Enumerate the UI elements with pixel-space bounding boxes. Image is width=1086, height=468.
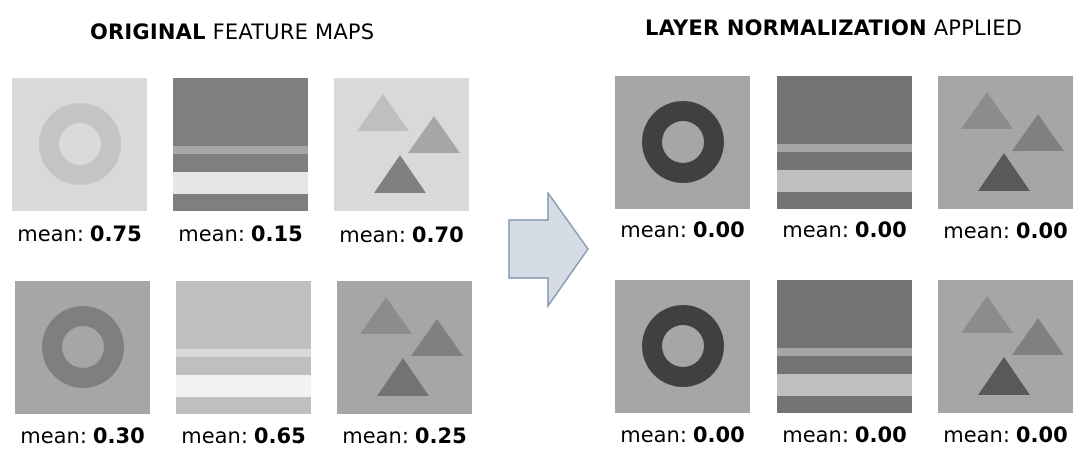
- mean-value: 0.00: [854, 218, 907, 242]
- mean-caption: mean: 0.00: [608, 423, 758, 447]
- mean-value: 0.15: [250, 222, 303, 246]
- mean-value: 0.30: [92, 424, 145, 448]
- original-feature-maps-title: ORIGINAL FEATURE MAPS: [90, 20, 374, 44]
- mean-label: mean:: [339, 223, 406, 247]
- mean-value: 0.65: [253, 424, 306, 448]
- ring-hole: [62, 326, 104, 368]
- mean-label: mean:: [620, 423, 687, 447]
- ring-hole: [59, 123, 101, 165]
- stripe-wide: [777, 374, 912, 396]
- original-feature-map-stripes: [176, 281, 311, 414]
- triangle-bottom: [377, 358, 429, 396]
- mean-value: 0.00: [1015, 423, 1068, 447]
- normalized-feature-map-ring: [615, 280, 750, 413]
- ring-hole: [662, 325, 704, 367]
- layer-normalization-title: LAYER NORMALIZATION APPLIED: [645, 16, 1022, 40]
- mean-caption: mean: 0.70: [327, 223, 477, 247]
- stripe-wide: [173, 172, 308, 194]
- mean-caption: mean: 0.00: [931, 423, 1081, 447]
- mean-label: mean:: [943, 423, 1010, 447]
- mean-caption: mean: 0.15: [166, 222, 316, 246]
- ring-hole: [662, 121, 704, 163]
- stripe-thin: [173, 146, 308, 154]
- mean-caption: mean: 0.65: [169, 424, 319, 448]
- triangle-right: [408, 116, 460, 153]
- mean-label: mean:: [17, 222, 84, 246]
- triangle-bottom: [374, 155, 426, 193]
- mean-label: mean:: [782, 218, 849, 242]
- mean-caption: mean: 0.25: [330, 424, 480, 448]
- mean-value: 0.70: [411, 223, 464, 247]
- mean-value: 0.00: [692, 218, 745, 242]
- mean-value: 0.00: [692, 423, 745, 447]
- triangle-bottom: [978, 357, 1030, 395]
- title-rest: FEATURE MAPS: [212, 20, 375, 44]
- mean-label: mean:: [181, 424, 248, 448]
- original-feature-map-triangles: [334, 78, 469, 211]
- stripe-thin: [777, 144, 912, 152]
- mean-label: mean:: [620, 218, 687, 242]
- original-feature-map-triangles: [337, 281, 472, 414]
- mean-caption: mean: 0.00: [770, 423, 920, 447]
- mean-value: 0.25: [414, 424, 467, 448]
- triangle-right: [1012, 318, 1064, 355]
- triangle-right: [411, 319, 463, 356]
- mean-label: mean:: [943, 219, 1010, 243]
- triangle-bottom: [978, 153, 1030, 191]
- normalized-feature-map-triangles: [938, 76, 1073, 209]
- stripe-thin: [176, 349, 311, 357]
- title-rest: APPLIED: [933, 16, 1023, 40]
- title-bold: LAYER NORMALIZATION: [645, 16, 927, 40]
- right-arrow-icon: [508, 192, 589, 308]
- mean-value: 0.00: [854, 423, 907, 447]
- triangle-top: [961, 296, 1013, 333]
- stripe-thin: [777, 348, 912, 356]
- mean-label: mean:: [782, 423, 849, 447]
- normalized-feature-map-stripes: [777, 76, 912, 209]
- triangle-top: [961, 92, 1013, 129]
- normalized-feature-map-stripes: [777, 280, 912, 413]
- mean-value: 0.75: [89, 222, 142, 246]
- stripe-wide: [176, 375, 311, 397]
- mean-caption: mean: 0.00: [931, 219, 1081, 243]
- triangle-top: [360, 297, 412, 334]
- mean-caption: mean: 0.30: [8, 424, 158, 448]
- triangle-right: [1012, 114, 1064, 151]
- mean-caption: mean: 0.00: [770, 218, 920, 242]
- title-bold: ORIGINAL: [90, 20, 206, 44]
- original-feature-map-ring: [15, 281, 150, 414]
- mean-caption: mean: 0.00: [608, 218, 758, 242]
- mean-caption: mean: 0.75: [5, 222, 155, 246]
- mean-label: mean:: [178, 222, 245, 246]
- original-feature-map-stripes: [173, 78, 308, 211]
- normalized-feature-map-triangles: [938, 280, 1073, 413]
- normalized-feature-map-ring: [615, 76, 750, 209]
- mean-label: mean:: [20, 424, 87, 448]
- original-feature-map-ring: [12, 78, 147, 211]
- triangle-top: [357, 94, 409, 131]
- mean-label: mean:: [342, 424, 409, 448]
- mean-value: 0.00: [1015, 219, 1068, 243]
- stripe-wide: [777, 170, 912, 192]
